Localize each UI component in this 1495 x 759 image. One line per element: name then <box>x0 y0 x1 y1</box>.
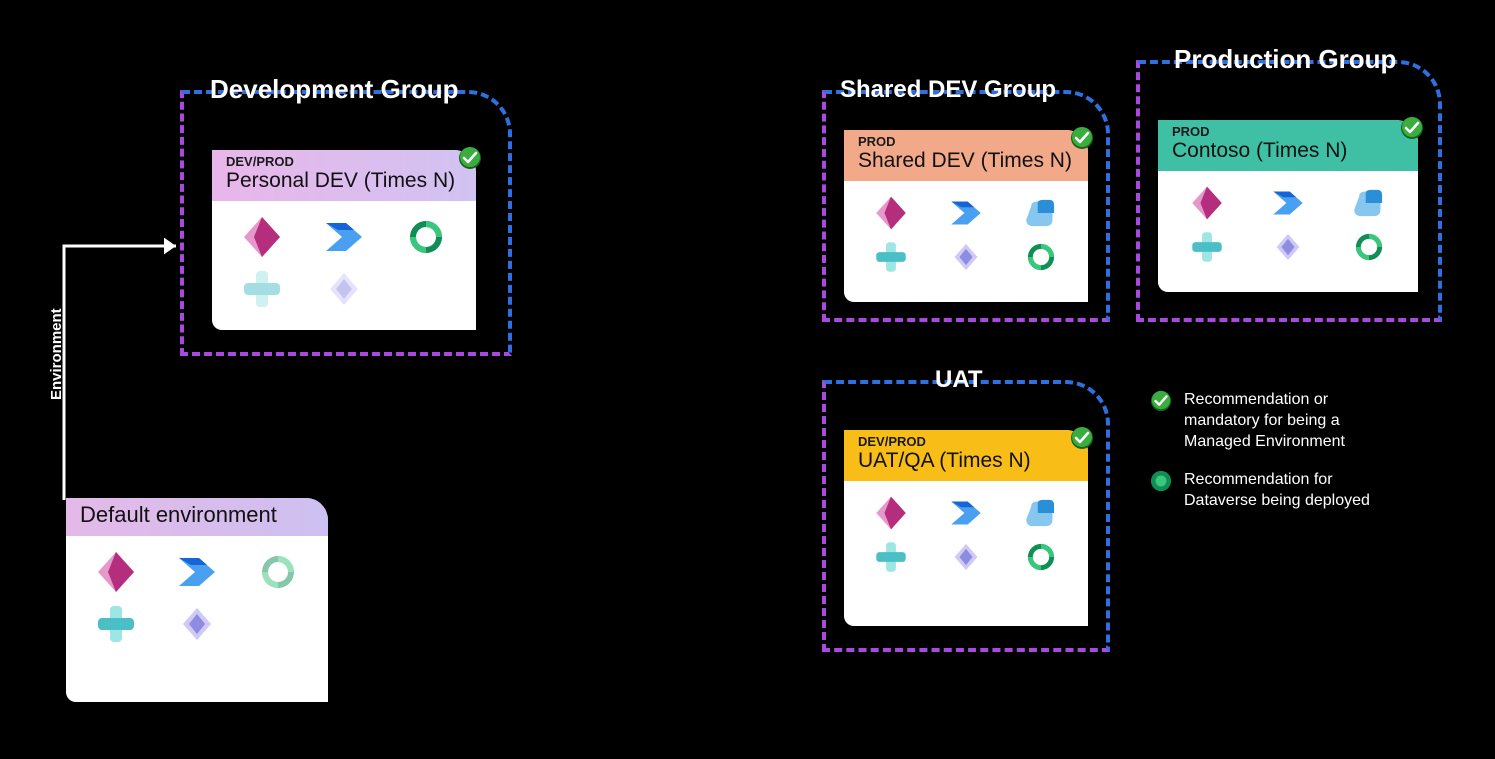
legend: Recommendation or mandatory for being a … <box>1150 390 1404 530</box>
powerpages-icon <box>1189 229 1225 265</box>
card-tag: PROD <box>1172 124 1404 139</box>
copilotstudio-icon <box>175 602 219 646</box>
legend-row-managed: Recommendation or mandatory for being a … <box>1150 390 1404 452</box>
powerbi-icon <box>1351 185 1387 221</box>
card-name: Contoso (Times N) <box>1172 139 1404 163</box>
card-icons-contoso <box>1158 171 1418 279</box>
card-header-uat: DEV/PROD UAT/QA (Times N) <box>844 430 1088 481</box>
card-personal-dev: DEV/PROD Personal DEV (Times N) <box>212 150 476 330</box>
card-header-shared-dev: PROD Shared DEV (Times N) <box>844 130 1088 181</box>
card-header-default: Default environment <box>66 498 328 536</box>
powerapps-icon <box>240 215 284 259</box>
group-title-development: Development Group <box>210 74 458 105</box>
powerautomate-icon <box>948 195 984 231</box>
powerapps-icon <box>873 195 909 231</box>
card-header-contoso: PROD Contoso (Times N) <box>1158 120 1418 171</box>
powerpages-icon <box>94 602 138 646</box>
powerpages-icon <box>873 239 909 275</box>
powerbi-icon <box>1023 195 1059 231</box>
card-tag: DEV/PROD <box>226 154 462 169</box>
card-tag: PROD <box>858 134 1074 149</box>
card-icons-shared-dev <box>844 181 1088 289</box>
powerapps-icon <box>873 495 909 531</box>
managed-badge-icon <box>1400 116 1424 140</box>
powerpages-icon <box>240 267 284 311</box>
powerautomate-icon <box>175 550 219 594</box>
group-title-shared-dev: Shared DEV Group <box>840 76 1056 104</box>
dataverse-badge-icon <box>1150 470 1172 512</box>
card-icons-personal-dev <box>212 201 476 325</box>
card-shared-dev: PROD Shared DEV (Times N) <box>844 130 1088 302</box>
legend-text: Recommendation for Dataverse being deplo… <box>1184 470 1404 512</box>
dataverse-icon <box>1351 229 1387 265</box>
environment-arrow-label: Environment <box>48 308 65 400</box>
powerautomate-icon <box>1270 185 1306 221</box>
card-default-environment: Default environment <box>66 498 328 702</box>
card-name: Default environment <box>80 502 314 528</box>
copilotstudio-icon <box>1270 229 1306 265</box>
legend-text: Recommendation or mandatory for being a … <box>1184 390 1404 452</box>
card-name: Shared DEV (Times N) <box>858 149 1074 173</box>
legend-row-dataverse: Recommendation for Dataverse being deplo… <box>1150 470 1404 512</box>
copilotstudio-icon <box>322 267 366 311</box>
powerpages-icon <box>873 539 909 575</box>
dataverse-icon <box>256 550 300 594</box>
powerautomate-icon <box>948 495 984 531</box>
copilotstudio-icon <box>948 539 984 575</box>
card-contoso: PROD Contoso (Times N) <box>1158 120 1418 292</box>
card-name: UAT/QA (Times N) <box>858 449 1074 473</box>
dataverse-icon <box>1023 239 1059 275</box>
card-uat: DEV/PROD UAT/QA (Times N) <box>844 430 1088 626</box>
powerautomate-icon <box>322 215 366 259</box>
copilotstudio-icon <box>948 239 984 275</box>
managed-badge-icon <box>458 146 482 170</box>
managed-badge-icon <box>1070 126 1094 150</box>
card-icons-default <box>66 536 328 660</box>
managed-badge-icon <box>1150 390 1172 452</box>
powerapps-icon <box>1189 185 1225 221</box>
powerapps-icon <box>94 550 138 594</box>
group-title-uat: UAT <box>935 366 983 394</box>
dataverse-icon <box>1023 539 1059 575</box>
card-header-personal-dev: DEV/PROD Personal DEV (Times N) <box>212 150 476 201</box>
powerbi-icon <box>1023 495 1059 531</box>
managed-badge-icon <box>1070 426 1094 450</box>
group-title-production: Production Group <box>1174 44 1396 75</box>
card-icons-uat <box>844 481 1088 589</box>
dataverse-icon <box>404 215 448 259</box>
card-name: Personal DEV (Times N) <box>226 169 462 193</box>
card-tag: DEV/PROD <box>858 434 1074 449</box>
